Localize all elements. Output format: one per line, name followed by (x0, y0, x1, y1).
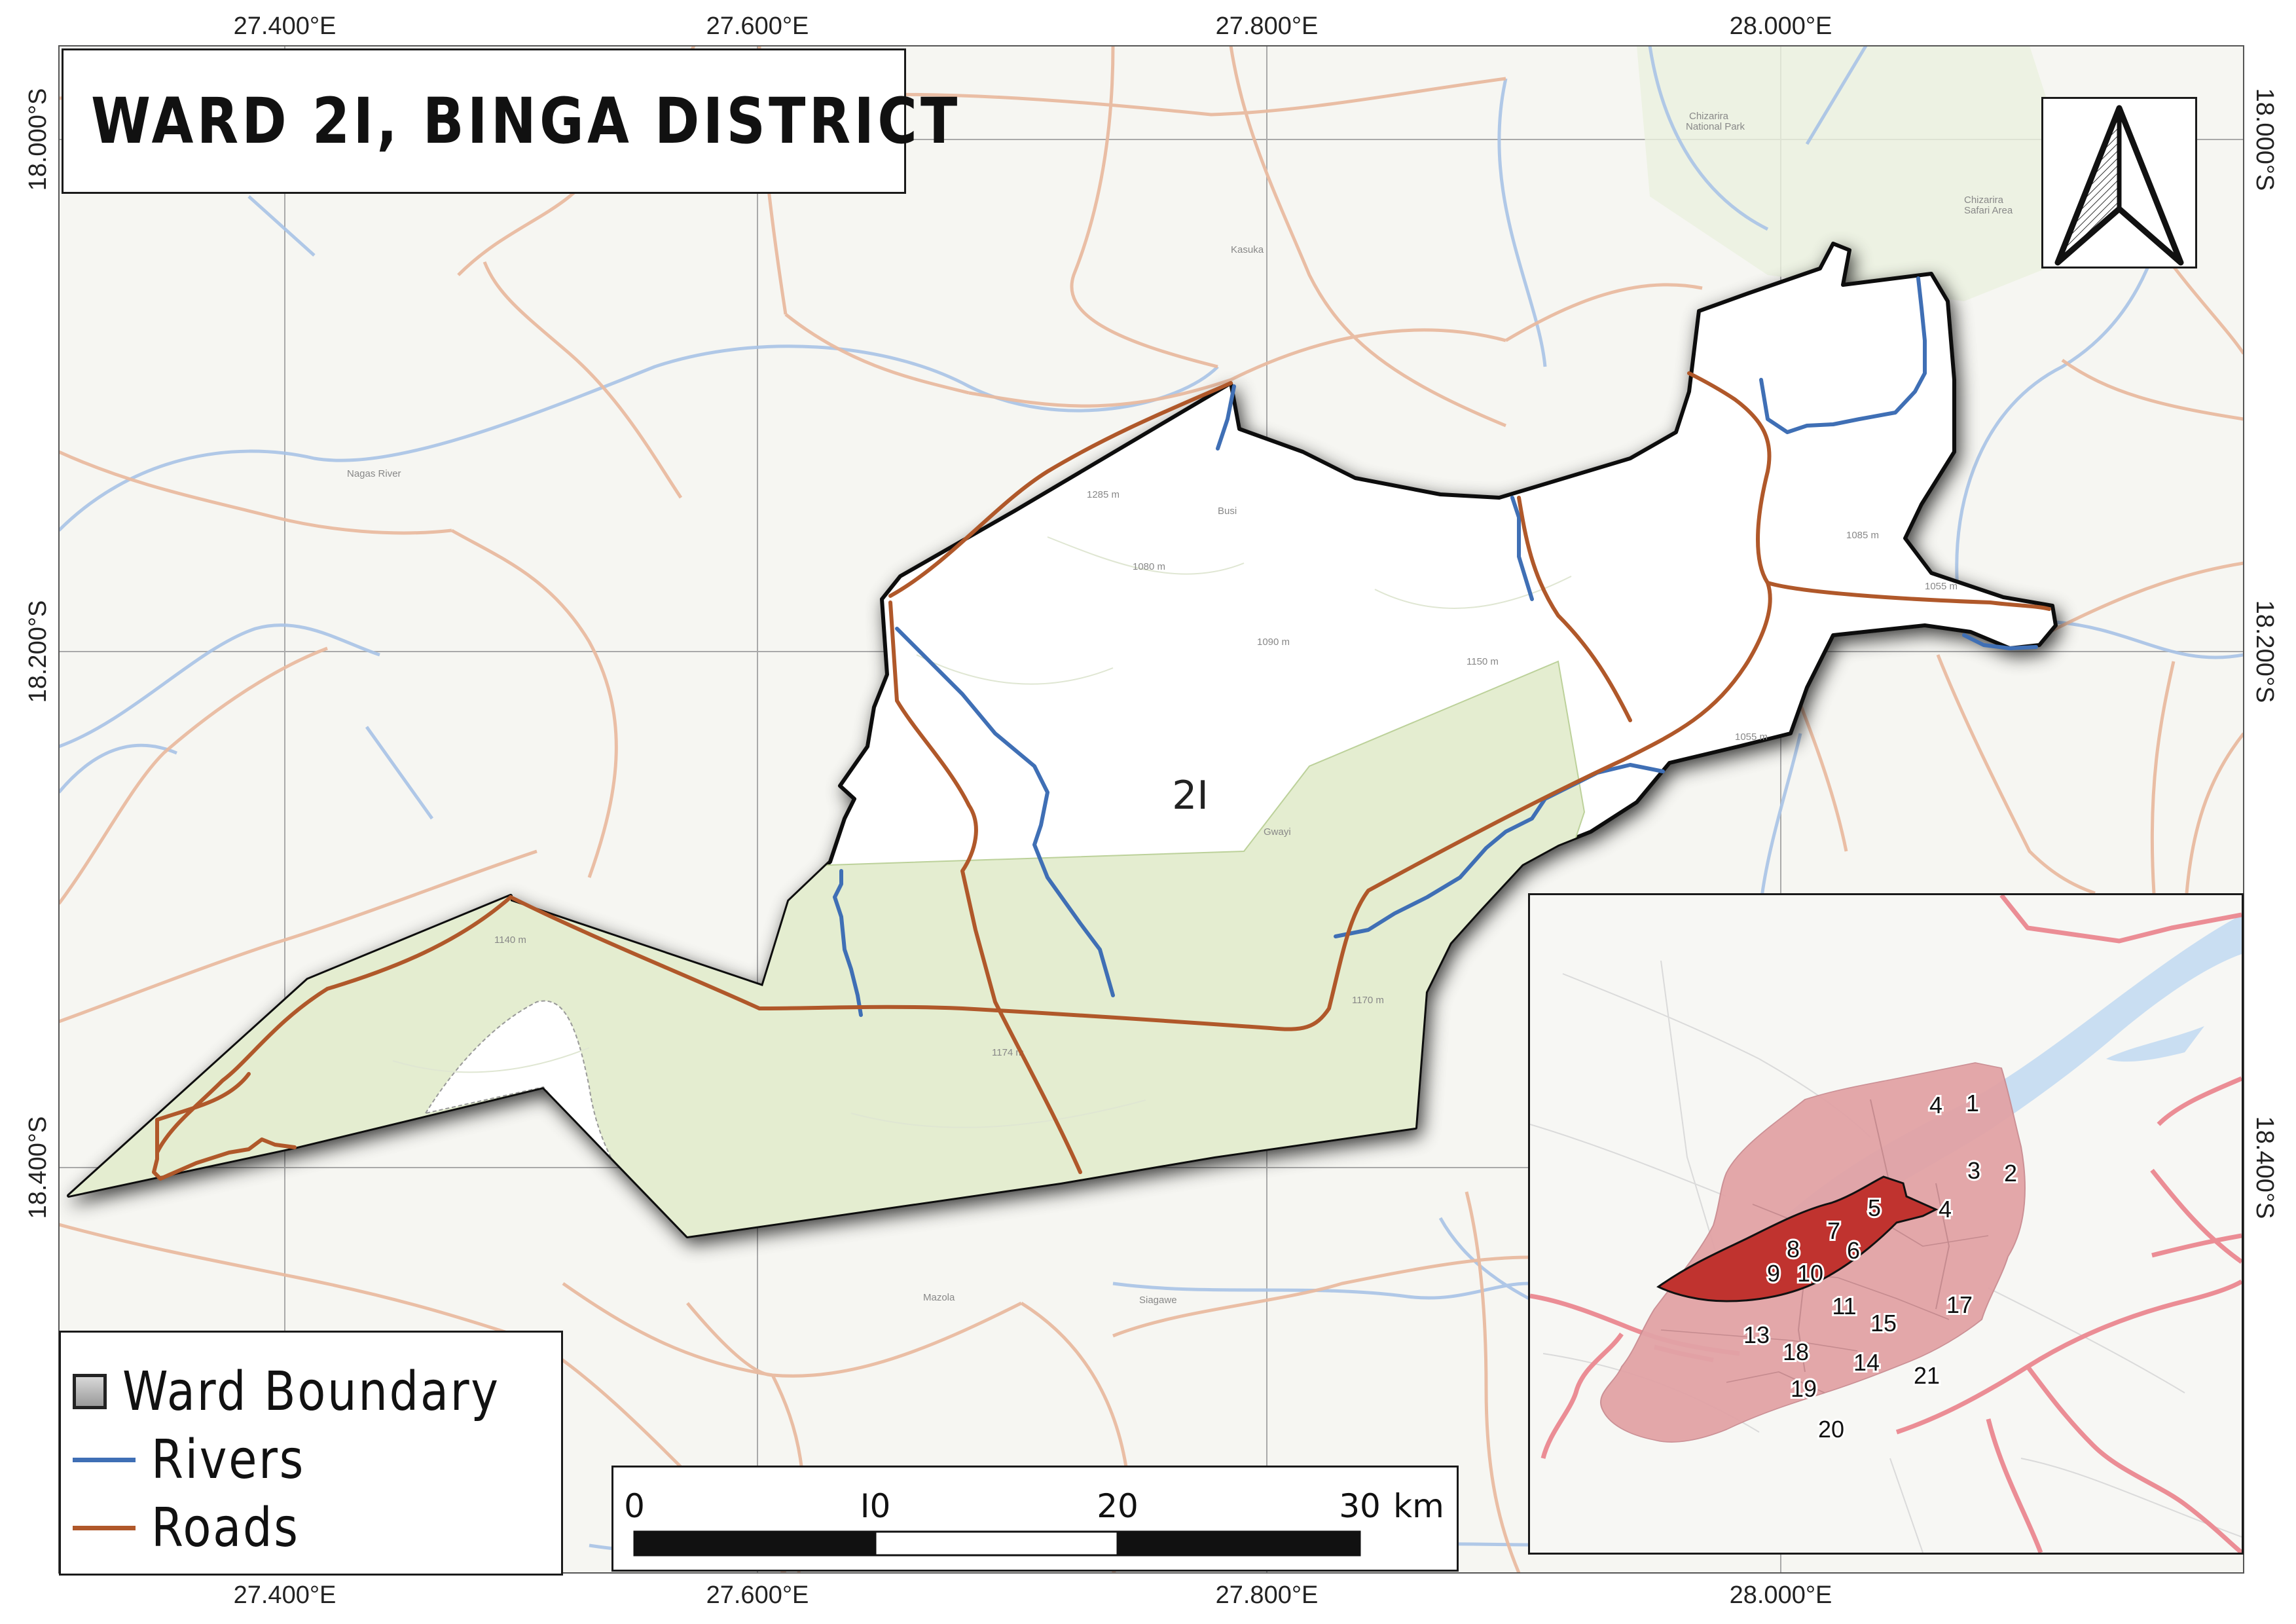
top-coord-2: 27.600°E (706, 12, 809, 40)
north-arrow-box (2041, 97, 2197, 268)
svg-text:Siagawe: Siagawe (1139, 1295, 1177, 1306)
inset-ward-label: 18 (1783, 1338, 1809, 1365)
bottom-coord-4: 28.000°E (1730, 1581, 1832, 1609)
svg-text:Chizarira: Chizarira (1689, 111, 1729, 122)
ward-boundary-swatch (73, 1374, 107, 1409)
right-coord-2: 18.200°S (2251, 600, 2278, 703)
svg-text:1285 m: 1285 m (1087, 489, 1120, 500)
north-arrow-icon (2054, 105, 2184, 266)
top-coord-4: 28.000°E (1730, 12, 1832, 40)
coordinate-labels: 27.400°E 27.600°E 27.800°E 28.000°E 27.4… (24, 12, 2278, 1609)
protected-area-north (1637, 46, 2095, 301)
legend-item-ward-boundary: Ward Boundary (73, 1357, 561, 1426)
inset-ward-label: 8 (1787, 1236, 1800, 1263)
inset-ward-label: 5 (1868, 1194, 1881, 1221)
legend-label-roads: Roads (151, 1496, 300, 1559)
inset-ward-label: 4 (1929, 1092, 1942, 1118)
map-title: WARD 2I, BINGA DISTRICT (91, 84, 961, 158)
inset-map-graphic: 1 2 3 4 4 5 6 7 8 9 10 11 13 14 15 17 18… (1530, 895, 2242, 1553)
svg-text:1055 m: 1055 m (1735, 731, 1768, 743)
svg-text:1174 m: 1174 m (992, 1047, 1024, 1058)
inset-ward-label: 4 (1939, 1196, 1952, 1223)
inset-ward-label: 1 (1966, 1090, 1979, 1116)
inset-ward-label: 21 (1914, 1362, 1940, 1389)
scale-unit: km (1393, 1487, 1444, 1525)
inset-ward-label: 20 (1818, 1416, 1844, 1443)
svg-text:Gwayi: Gwayi (1264, 826, 1291, 838)
inset-ward-label: 17 (1946, 1291, 1973, 1318)
svg-text:Mazola: Mazola (923, 1292, 955, 1303)
inset-ward-label: 13 (1743, 1321, 1770, 1348)
legend-item-rivers: Rivers (73, 1426, 561, 1494)
svg-text:National Park: National Park (1686, 121, 1745, 132)
legend-item-roads: Roads (73, 1494, 561, 1562)
scale-label-20: 20 (1097, 1487, 1139, 1525)
svg-text:Safari Area: Safari Area (1964, 205, 2013, 216)
scale-label-10: I0 (860, 1487, 891, 1525)
svg-text:Busi: Busi (1218, 506, 1237, 517)
ward-label: 2I (1172, 773, 1209, 819)
svg-text:1055 m: 1055 m (1925, 581, 1958, 592)
inset-ward-label: 7 (1827, 1217, 1840, 1244)
svg-text:1085 m: 1085 m (1846, 530, 1879, 541)
map-frame (58, 45, 2244, 1574)
svg-text:Kasuka: Kasuka (1231, 244, 1264, 255)
inset-ward-label: 11 (1832, 1293, 1856, 1320)
left-coord-1: 18.000°S (24, 88, 52, 191)
svg-text:1170 m: 1170 m (1352, 995, 1384, 1006)
legend-label-ward-boundary: Ward Boundary (122, 1360, 500, 1423)
inset-highlight-ward[interactable] (1656, 1175, 1939, 1302)
svg-text:1140 m: 1140 m (494, 934, 526, 946)
rivers-swatch (73, 1457, 136, 1462)
right-coord-3: 18.400°S (2251, 1116, 2278, 1219)
inset-ward-label: 2 (2004, 1160, 2017, 1187)
scale-bar-graphic: 0 I0 20 30 km (624, 1487, 1444, 1557)
inset-ward-label: 14 (1853, 1349, 1880, 1376)
top-coord-3: 27.800°E (1216, 12, 1319, 40)
non-protected-enclave (424, 1000, 655, 1219)
svg-text:Nagas River: Nagas River (347, 468, 401, 479)
left-coord-3: 18.400°S (24, 1116, 52, 1219)
svg-text:Chizarira: Chizarira (1964, 194, 2004, 206)
bottom-coord-3: 27.800°E (1216, 1581, 1319, 1609)
inset-ward-label: 15 (1870, 1310, 1897, 1337)
bottom-coord-1: 27.400°E (234, 1581, 337, 1609)
svg-text:1150 m: 1150 m (1467, 656, 1499, 667)
inset-ward-label: 9 (1767, 1260, 1780, 1287)
inset-ward-label: 3 (1967, 1157, 1980, 1184)
inset-map: 1 2 3 4 4 5 6 7 8 9 10 11 13 14 15 17 18… (1528, 893, 2244, 1555)
scale-bar: 0 I0 20 30 km (611, 1466, 1459, 1572)
basemap-labels: Nagas River Chizarira National Park Chiz… (347, 111, 2013, 1306)
title-box: WARD 2I, BINGA DISTRICT (62, 48, 957, 194)
ward-rivers (833, 276, 2038, 1017)
inset-ward-label: 19 (1791, 1375, 1817, 1402)
ward-roads (152, 371, 2051, 1181)
svg-text:1080 m: 1080 m (1133, 561, 1165, 572)
scale-label-30: 30 (1339, 1487, 1381, 1525)
inset-ward-label: 6 (1847, 1237, 1860, 1264)
roads-swatch (73, 1525, 136, 1530)
svg-text:1090 m: 1090 m (1257, 637, 1290, 648)
left-coord-2: 18.200°S (24, 600, 52, 703)
right-coord-1: 18.000°S (2251, 88, 2278, 191)
scale-label-0: 0 (624, 1487, 645, 1525)
legend-label-rivers: Rivers (151, 1428, 305, 1491)
bottom-coord-2: 27.600°E (706, 1581, 809, 1609)
legend: Ward Boundary Rivers Roads (59, 1331, 563, 1576)
inset-ward-label: 10 (1797, 1260, 1823, 1287)
top-coord-1: 27.400°E (234, 12, 337, 40)
